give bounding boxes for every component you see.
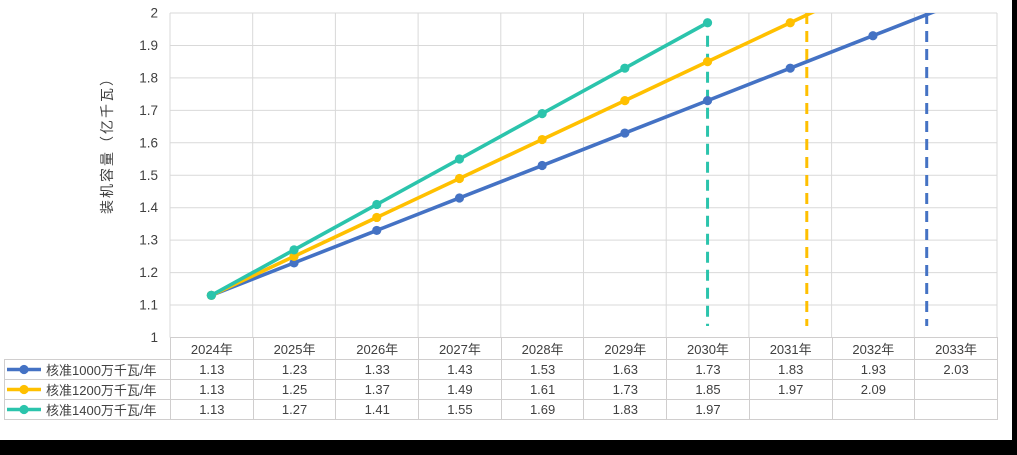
y-tick-label: 1.8 (139, 70, 158, 85)
data-point-marker (454, 173, 465, 184)
legend-line-marker-icon (7, 404, 41, 415)
value-cell: 1.61 (500, 379, 585, 400)
data-point-marker (951, 0, 960, 8)
y-axis-title: 装机容量（亿千瓦） (99, 70, 115, 214)
data-point-marker (620, 96, 630, 106)
value-cell: 1.33 (335, 359, 420, 380)
value-cell: 1.13 (170, 379, 254, 400)
y-tick-label: 1.6 (139, 135, 158, 150)
y-tick-label: 1.9 (139, 38, 158, 53)
year-header-cell: 2024年 (170, 337, 254, 360)
year-header-row: 2024年 2025年 2026年 2027年 2028年 2029年 2030年 2031年… (5, 337, 998, 360)
data-point-marker (702, 96, 713, 106)
value-cell: 1.63 (583, 359, 668, 380)
y-tick-label: 1.4 (139, 200, 158, 215)
value-cell: 1.83 (748, 359, 833, 380)
data-point-marker (537, 134, 547, 145)
value-cell (914, 399, 998, 420)
value-cell: 1.13 (170, 359, 254, 380)
legend-cell: 核准1000万千瓦/年 (4, 359, 171, 380)
data-point-marker (372, 225, 382, 236)
value-cell (748, 399, 833, 420)
value-cell: 1.27 (252, 399, 337, 420)
series-line (209, 13, 816, 298)
value-cell: 1.23 (252, 359, 337, 380)
y-tick-label: 1.7 (139, 103, 158, 118)
value-cell: 1.97 (666, 399, 750, 420)
value-cell (831, 399, 916, 420)
data-point-marker (372, 199, 382, 210)
legend-line-marker-icon (7, 364, 41, 375)
table-row: 核准1400万千瓦/年 1.13 1.27 1.41 1.55 1.69 1.83 1.97 (4, 399, 998, 420)
value-cell: 1.37 (335, 379, 420, 400)
data-point-marker (620, 128, 630, 138)
value-cell: 1.73 (666, 359, 750, 380)
year-header-cell: 2027年 (418, 337, 502, 360)
value-cell: 2.03 (914, 359, 998, 380)
value-cell: 1.93 (831, 359, 916, 380)
legend-line-marker-icon (7, 384, 41, 395)
legend-label: 核准1200万千瓦/年 (46, 383, 157, 398)
year-header-cell: 2026年 (335, 337, 420, 360)
value-cell: 1.97 (748, 379, 833, 400)
legend-cell: 核准1200万千瓦/年 (4, 379, 171, 400)
value-cell: 1.85 (666, 379, 750, 400)
data-point-marker (785, 63, 795, 73)
data-point-marker (206, 290, 216, 300)
black-right-edge (1012, 0, 1017, 455)
y-tick-label: 1.3 (139, 233, 158, 248)
value-cell: 1.83 (583, 399, 668, 420)
data-point-marker (289, 258, 299, 268)
y-tick-label: 2 (150, 6, 158, 21)
y-tick-label: 1.1 (139, 298, 158, 313)
data-point-marker (702, 57, 713, 67)
data-point-marker (289, 251, 299, 261)
year-header-cell: 2031年 (748, 337, 833, 360)
legend-label: 核准1000万千瓦/年 (46, 363, 157, 378)
value-cell: 1.69 (500, 399, 585, 420)
value-cell (914, 379, 998, 400)
value-cell: 1.55 (418, 399, 502, 420)
table-row: 核准1000万千瓦/年 1.13 1.23 1.33 1.43 1.53 1.63 1.73 1… (4, 359, 998, 380)
value-cell: 1.73 (583, 379, 668, 400)
value-cell: 1.41 (335, 399, 420, 420)
data-point-marker (620, 63, 630, 73)
year-header-cell: 2032年 (831, 337, 916, 360)
year-header-cell: 2030年 (666, 337, 750, 360)
legend-cell: 核准1400万千瓦/年 (4, 399, 171, 420)
y-tick-label: 1.5 (139, 168, 158, 183)
data-point-marker (702, 18, 713, 28)
y-tick-label: 1 (150, 330, 158, 345)
table-corner-cell (5, 338, 171, 360)
data-point-marker (537, 160, 547, 171)
data-point-marker (785, 18, 795, 28)
value-cell: 1.25 (252, 379, 337, 400)
black-bottom-edge (0, 440, 1017, 455)
value-cell: 1.53 (500, 359, 585, 380)
legend-label: 核准1400万千瓦/年 (46, 403, 157, 418)
value-cell: 2.09 (831, 379, 916, 400)
table-row: 核准1200万千瓦/年 1.13 1.25 1.37 1.49 1.61 1.73 1.85 1… (4, 379, 998, 400)
data-point-marker (372, 212, 382, 223)
data-point-marker (454, 154, 465, 164)
value-cell: 1.49 (418, 379, 502, 400)
value-cell: 1.43 (418, 359, 502, 380)
chart-data-table: 2024年 2025年 2026年 2027年 2028年 2029年 2030年 2031年… (4, 337, 998, 420)
year-header-cell: 2033年 (914, 337, 998, 360)
series-line (209, 13, 936, 298)
value-cell: 1.13 (170, 399, 254, 420)
data-point-marker (537, 108, 547, 119)
data-point-marker (868, 31, 878, 41)
year-header-cell: 2029年 (583, 337, 668, 360)
year-header-cell: 2025年 (252, 337, 337, 360)
year-header-cell: 2028年 (500, 337, 585, 360)
y-tick-label: 1.2 (139, 265, 158, 280)
data-point-marker (454, 193, 465, 203)
data-point-marker (289, 245, 299, 255)
